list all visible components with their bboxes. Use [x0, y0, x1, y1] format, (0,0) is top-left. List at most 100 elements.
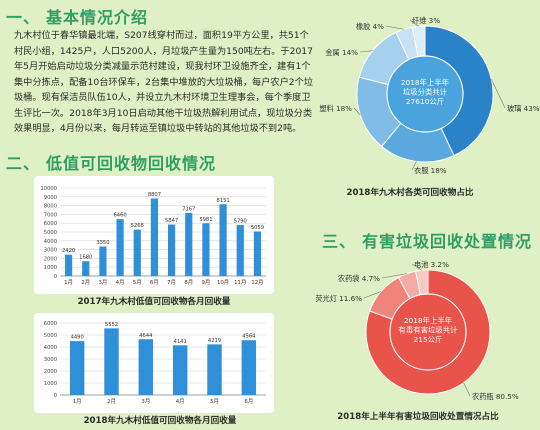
bar [202, 223, 210, 276]
center-label: 2018年上半年 [404, 316, 453, 325]
y-tick-label: 2000 [44, 369, 57, 375]
bar [104, 328, 119, 395]
pie-center [386, 55, 464, 133]
center-label: 2018年上半年 [401, 78, 450, 87]
x-tick-label: 2月 [107, 398, 116, 405]
section-label: 有害垃圾回收处置情况 [362, 232, 533, 251]
bar-chart-2018: 0 1000 2000 3000 4000 5000 6000 4490 1月 5552 2月 464… [44, 321, 266, 405]
data-label: 1680 [79, 255, 92, 261]
bar [64, 254, 73, 276]
intro-paragraph: 九木村位于春华镇最北端，S207线穿村而过，面积19平方公里，共51个村民小组，… [14, 30, 314, 134]
x-tick-label: 5月 [133, 279, 142, 286]
x-tick-label: 4月 [116, 279, 125, 286]
leader-line [385, 25, 405, 30]
section-number: 三、 [322, 232, 357, 251]
y-tick-label: 3000 [44, 357, 57, 363]
slice-label: 衣服 18% [414, 166, 447, 175]
y-tick-label: 2000 [44, 256, 57, 262]
data-label: 5847 [165, 218, 178, 224]
slice-label: 荧光灯 11.6% [315, 294, 362, 303]
bar [99, 246, 107, 276]
bar-chart-2017-title: 2017年九木村低值可回收物各月回收量 [77, 297, 231, 307]
pie-chart-recyclables-title: 2018年九木村各类可回收物占比 [346, 188, 474, 198]
y-tick-label: 5000 [44, 333, 57, 339]
data-label: 5790 [234, 219, 247, 225]
slice-label: 橡胶 4% [356, 22, 384, 31]
x-tick-label: 9月 [202, 279, 211, 286]
center-label: 有毒有害垃圾共计 [398, 326, 458, 335]
center-label: 215公斤 [414, 335, 443, 344]
data-label: 8151 [216, 198, 229, 204]
data-label: 5059 [251, 225, 264, 231]
leader-line [491, 79, 506, 109]
y-tick-label: 3000 [44, 248, 57, 254]
leader-line [409, 19, 419, 27]
slice-label: 农药瓶 80.5% [472, 392, 519, 401]
bar [133, 229, 141, 276]
bar [82, 261, 90, 276]
leader-line [463, 382, 471, 397]
data-label: 7167 [182, 206, 195, 212]
y-tick-label: 6000 [44, 221, 57, 227]
bar [236, 225, 244, 276]
center-label: 27610公斤 [406, 97, 444, 106]
x-tick-label: 3月 [141, 398, 150, 405]
x-tick-label: 5月 [210, 398, 219, 405]
slice-label: 农药袋 4.7% [338, 274, 380, 283]
section-title-recyclables: 二、 低值可回收物回收情况 [6, 150, 216, 174]
bar [167, 224, 176, 276]
data-label: 6460 [113, 213, 126, 219]
y-tick-label: 9000 [44, 195, 57, 201]
x-tick-label: 8月 [184, 279, 193, 286]
leader-line [381, 273, 407, 279]
slice-label: 塑料 18% [319, 104, 352, 113]
section-number: 二、 [6, 154, 41, 173]
y-tick-label: 10000 [40, 186, 57, 192]
y-tick-label: 1000 [44, 381, 57, 387]
leader-line [411, 263, 422, 271]
slice-label: 电池 3.2% [414, 260, 449, 269]
data-label: 4644 [139, 333, 153, 339]
bar [69, 341, 85, 395]
leader-line [353, 107, 361, 116]
center-label: 垃圾分类共计 [403, 88, 448, 97]
data-label: 4564 [242, 334, 256, 340]
bar [172, 345, 188, 395]
x-tick-label: 1月 [64, 279, 73, 286]
data-label: 3350 [96, 240, 109, 246]
leader-line [411, 161, 417, 171]
y-tick-label: 8000 [44, 204, 57, 210]
pie-center [389, 293, 467, 371]
x-tick-label: 1月 [73, 398, 82, 405]
data-label: 4141 [174, 339, 187, 345]
section-number: 一、 [6, 8, 41, 27]
y-tick-label: 1000 [44, 265, 57, 271]
pie-chart-recyclables: 玻璃 43% 衣服 18% 塑料 18% 金属 14% 橡胶 4% 纤维 3% 2018年上… [319, 16, 539, 175]
section-title-basic-info: 一、 基本情况介绍 [6, 4, 148, 28]
bar [241, 340, 257, 395]
section-label: 低值可回收物回收情况 [46, 154, 217, 173]
y-tick-label: 0 [54, 274, 57, 280]
bar [219, 204, 227, 276]
bar [253, 231, 262, 276]
x-tick-label: 12月 [251, 279, 263, 286]
x-tick-label: 7月 [167, 279, 176, 286]
bar [138, 339, 154, 395]
data-label: 5552 [105, 322, 118, 328]
bar-chart-2018-panel: 0 1000 2000 3000 4000 5000 6000 4490 1月 5552 2月 464… [34, 313, 274, 413]
bar [116, 219, 124, 276]
x-tick-label: 3月 [99, 279, 108, 286]
y-tick-label: 4000 [44, 239, 57, 245]
data-label: 2420 [62, 248, 75, 254]
pie-chart-hazardous: 农药瓶 80.5% 荧光灯 11.6% 农药袋 4.7% 电池 3.2% 2018年上半… [315, 260, 519, 401]
data-label: 4490 [71, 335, 84, 341]
x-tick-label: 6月 [150, 279, 159, 286]
section-title-hazardous: 三、 有害垃圾回收处置情况 [322, 228, 532, 252]
data-label: 5268 [131, 223, 144, 229]
pie-chart-hazardous-title: 2018年上半年有害垃圾回收处置情况占比 [337, 412, 499, 422]
y-tick-label: 7000 [44, 212, 57, 218]
slice-label: 金属 14% [325, 48, 358, 57]
section-label: 基本情况介绍 [46, 8, 149, 27]
data-label: 4219 [208, 338, 221, 344]
bar-chart-2017: 0 1000 2000 3000 4000 5000 6000 7000 8000 9000 100… [40, 186, 266, 286]
